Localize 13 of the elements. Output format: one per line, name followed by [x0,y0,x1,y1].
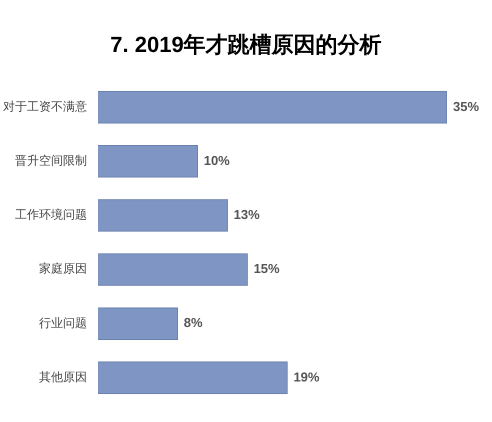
y-tick-label: 对于工资不满意 [3,99,87,114]
y-tick-label: 晋升空间限制 [15,153,87,168]
data-label: 13% [234,207,260,222]
data-label: 15% [254,261,280,276]
data-label: 10% [204,152,230,168]
data-label: 19% [293,369,320,384]
y-tick-label: 行业问题 [39,316,87,330]
y-tick-label: 其他原因 [39,370,87,384]
y-tick-label: 家庭原因 [39,262,87,276]
y-tick-label: 工作环境问题 [15,208,87,222]
chart-title: 7. 2019年才跳槽原因的分析 [109,31,383,59]
data-label: 35% [453,98,480,114]
data-label: 8% [184,315,203,330]
